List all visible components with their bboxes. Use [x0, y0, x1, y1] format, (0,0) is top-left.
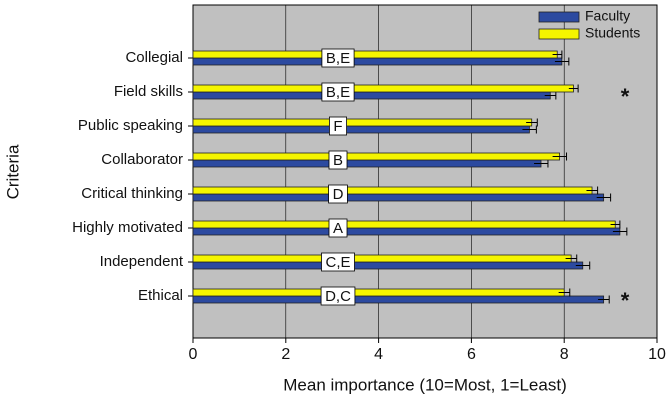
bar	[192, 186, 593, 195]
y-tick-label: Highly motivated	[72, 219, 183, 236]
error-bar	[552, 50, 563, 59]
y-tick-label: Critical thinking	[81, 185, 183, 202]
group-label-box	[329, 116, 347, 136]
y-axis-label: Criteria	[3, 144, 22, 199]
error-bar	[522, 125, 537, 134]
legend-label: Faculty	[585, 8, 630, 24]
error-bar	[552, 152, 568, 161]
x-tick-label: 4	[374, 346, 383, 363]
bar	[192, 295, 605, 304]
group-label: D,C	[325, 288, 351, 305]
error-bar	[598, 295, 610, 304]
bar	[192, 193, 605, 202]
x-tick-label: 2	[281, 346, 290, 363]
group-label-box	[321, 82, 355, 102]
bar	[192, 254, 572, 263]
significance-marker: *	[621, 84, 630, 109]
group-label: F	[333, 118, 342, 135]
x-axis-label: Mean importance (10=Most, 1=Least)	[283, 375, 566, 394]
bar	[192, 118, 533, 127]
y-tick-label: Field skills	[114, 83, 183, 100]
bar	[192, 91, 551, 100]
error-bar	[534, 159, 549, 168]
error-bar	[558, 288, 571, 297]
group-label: A	[333, 220, 343, 237]
error-bar	[575, 261, 591, 270]
x-tick-label: 6	[467, 346, 476, 363]
y-tick-label: Collaborator	[101, 151, 183, 168]
error-bar	[554, 57, 570, 66]
y-tick-label: Public speaking	[78, 117, 183, 134]
group-label-box	[328, 218, 348, 238]
error-bar	[565, 254, 578, 263]
group-label-box	[328, 150, 348, 170]
bar	[192, 152, 560, 161]
group-label-box	[321, 252, 355, 272]
group-label: B,E	[326, 84, 350, 101]
y-tick-label: Collegial	[125, 49, 183, 66]
bar	[192, 227, 621, 236]
error-bar	[612, 227, 628, 236]
bar	[192, 125, 530, 134]
group-label: B,E	[326, 50, 350, 67]
bar	[192, 84, 574, 93]
error-bar	[596, 193, 612, 202]
bar	[192, 159, 542, 168]
error-bar	[568, 84, 579, 93]
error-bar	[544, 91, 557, 100]
y-tick-label: Ethical	[138, 287, 183, 304]
error-bar	[610, 220, 621, 229]
group-label: C,E	[325, 254, 350, 271]
significance-marker: *	[621, 288, 630, 313]
group-label-box	[328, 184, 348, 204]
bar	[192, 50, 558, 59]
group-label-box	[321, 48, 355, 68]
legend-label: Students	[585, 25, 640, 41]
bar	[192, 261, 584, 270]
legend-swatch	[538, 11, 580, 23]
bar	[192, 220, 616, 229]
group-label: B	[333, 152, 343, 169]
x-tick-label: 0	[189, 346, 198, 363]
bar	[192, 57, 563, 66]
error-bar	[526, 118, 538, 127]
x-tick-label: 8	[560, 346, 569, 363]
legend-swatch	[538, 28, 580, 40]
error-bar	[586, 186, 599, 195]
group-label: D	[333, 186, 344, 203]
y-tick-label: Independent	[100, 253, 184, 270]
bar	[192, 288, 565, 297]
group-label-box	[320, 286, 356, 306]
x-tick-label: 10	[648, 346, 666, 363]
